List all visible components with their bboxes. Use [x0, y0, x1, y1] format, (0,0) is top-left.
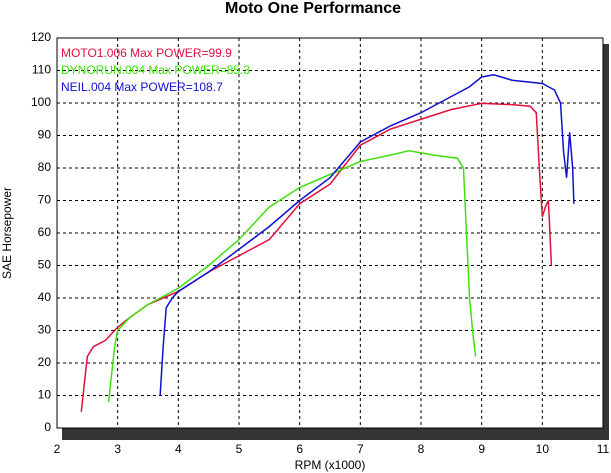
x-tick-label: 8 — [418, 442, 425, 456]
y-tick-label: 40 — [38, 290, 52, 304]
series-line — [80, 102, 553, 412]
y-tick-label: 10 — [38, 388, 52, 402]
x-tick-label: 2 — [54, 442, 61, 456]
x-tick-label: 6 — [296, 442, 303, 456]
legend-entry: MOTO1.006 Max POWER=99.9 — [61, 46, 232, 60]
y-tick-label: 30 — [38, 323, 52, 337]
legend-entry: NEIL.004 Max POWER=108.7 — [61, 80, 223, 94]
y-tick-label: 0 — [44, 420, 51, 434]
x-tick-label: 11 — [597, 442, 610, 456]
x-tick-label: 4 — [175, 442, 182, 456]
legend-entry: DYNORUN.004 Max POWER=85.3 — [61, 63, 250, 77]
y-tick-label: 90 — [38, 128, 52, 142]
series-line — [159, 73, 575, 396]
x-tick-label: 9 — [478, 442, 485, 456]
x-tick-label: 7 — [357, 442, 364, 456]
x-tick-label: 3 — [114, 442, 121, 456]
x-tick-label: 10 — [536, 442, 550, 456]
y-axis-label: SAE Horsepower — [0, 187, 14, 279]
x-axis-label: RPM (x1000) — [295, 458, 366, 472]
y-tick-label: 120 — [31, 30, 51, 44]
y-tick-label: 80 — [38, 160, 52, 174]
y-tick-label: 100 — [31, 95, 51, 109]
x-tick-label: 5 — [236, 442, 243, 456]
y-tick-label: 50 — [38, 258, 52, 272]
y-tick-label: 20 — [38, 355, 52, 369]
chart-title: Moto One Performance — [225, 0, 401, 17]
y-tick-label: 60 — [38, 225, 52, 239]
series-line — [107, 150, 477, 403]
y-tick-label: 110 — [32, 63, 51, 77]
y-tick-label: 70 — [38, 193, 52, 207]
